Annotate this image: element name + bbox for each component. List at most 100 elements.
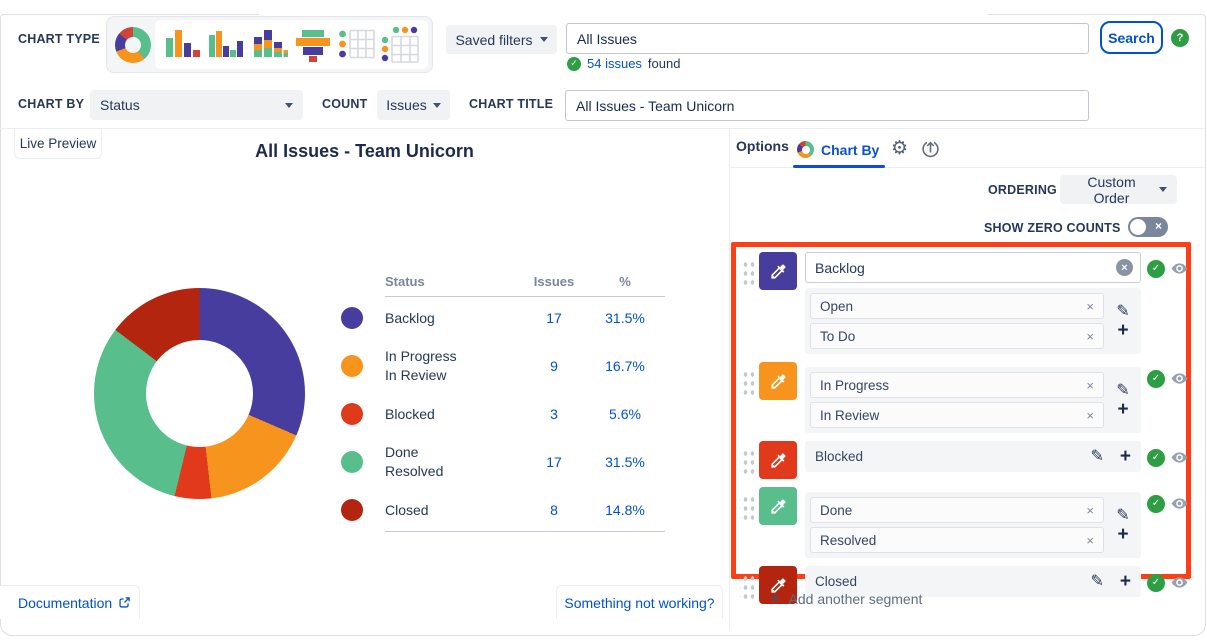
segment-color-swatch[interactable] [759, 566, 797, 604]
chart-type-picker [106, 16, 433, 73]
donut-chart[interactable] [94, 288, 305, 499]
table-icon[interactable] [337, 25, 377, 65]
success-check-icon: ✓ [567, 56, 581, 71]
status-value-chip[interactable]: Resolved × [810, 527, 1104, 553]
drag-handle[interactable] [740, 572, 754, 599]
add-value-icon[interactable]: + [1117, 398, 1129, 420]
documentation-link[interactable]: Documentation [18, 594, 113, 611]
ordering-label: ORDERING [988, 183, 1057, 197]
legend-issues-value: 8 [550, 502, 558, 518]
clear-input-icon[interactable]: × [1116, 259, 1133, 276]
bar-chart-icon[interactable] [163, 25, 203, 65]
remove-value-icon[interactable]: × [1086, 532, 1094, 548]
legend-col-issues: Issues [533, 273, 575, 289]
add-value-icon[interactable]: + [1117, 523, 1129, 545]
status-value-chip[interactable]: Done × [810, 497, 1104, 523]
help-icon[interactable]: ? [1171, 29, 1189, 47]
remove-value-icon[interactable]: × [1086, 377, 1094, 393]
segment-name-input[interactable] [805, 252, 1141, 283]
status-value-chip[interactable]: To Do × [810, 323, 1104, 349]
chip-label: Resolved [820, 532, 877, 548]
issues-found-link[interactable]: 54 issues [587, 56, 642, 71]
segment-row: Blocked ✎ + ✓ [740, 441, 1188, 479]
legend-row: In Progress In Review 9 16.7% [333, 339, 665, 393]
legend-row: Backlog 17 31.5% [333, 297, 665, 339]
pivot-table-icon[interactable] [380, 25, 420, 65]
legend-col-percent: % [619, 273, 631, 289]
issues-found-suffix: found [647, 56, 681, 71]
status-value-chip[interactable]: In Progress × [810, 372, 1104, 398]
segment-color-swatch[interactable] [759, 487, 797, 525]
show-zero-counts-toggle[interactable]: × [1128, 217, 1168, 237]
chart-title-input[interactable] [565, 90, 1089, 121]
remove-value-icon[interactable]: × [1086, 328, 1094, 344]
count-label: COUNT [322, 97, 368, 111]
eye-icon[interactable] [1170, 369, 1189, 388]
segment-enabled-check-icon[interactable]: ✓ [1147, 573, 1165, 592]
grouped-bar-chart-icon[interactable] [206, 25, 246, 65]
legend-color-dot [341, 355, 363, 377]
legend-status-label: Closed [385, 501, 429, 518]
segment-enabled-check-icon[interactable]: ✓ [1147, 448, 1165, 467]
chart-legend: Status Issues % Backlog 17 31.5% In Progres… [333, 266, 665, 532]
search-button[interactable]: Search [1100, 21, 1163, 54]
add-segment-button[interactable]: + Add another segment [770, 588, 922, 609]
ordering-dropdown[interactable]: Custom Order [1060, 174, 1177, 206]
search-input[interactable] [566, 23, 1089, 54]
segment-enabled-check-icon[interactable]: ✓ [1147, 494, 1165, 513]
gear-icon[interactable]: ⚙ [891, 138, 909, 159]
eye-icon[interactable] [1170, 448, 1189, 467]
edit-pencil-icon[interactable]: ✎ [1116, 381, 1130, 399]
add-value-icon[interactable]: + [1119, 445, 1131, 467]
edit-pencil-icon[interactable]: ✎ [1090, 572, 1104, 590]
chevron-down-icon [539, 37, 548, 42]
eye-icon[interactable] [1170, 259, 1189, 278]
stacked-bar-chart-icon[interactable] [250, 25, 290, 65]
remove-value-icon[interactable]: × [1086, 502, 1094, 518]
status-value-chip[interactable]: Open × [810, 293, 1104, 319]
legend-status-label: Blocked [385, 405, 435, 422]
drag-handle[interactable] [740, 368, 754, 395]
legend-row: Blocked 3 5.6% [333, 393, 665, 435]
status-value-chip[interactable]: In Review × [810, 402, 1104, 428]
legend-percent-value: 5.6% [609, 406, 641, 422]
eyedropper-icon [770, 498, 786, 514]
tab-chart-by[interactable]: Chart By [797, 131, 879, 168]
add-segment-label: Add another segment [788, 590, 923, 607]
live-preview-tab: Live Preview [14, 129, 102, 159]
add-value-icon[interactable]: + [1119, 570, 1131, 592]
add-value-icon[interactable]: + [1117, 319, 1129, 341]
legend-row: Done Resolved 17 31.5% [333, 435, 665, 489]
drag-handle[interactable] [740, 447, 754, 474]
eye-icon[interactable] [1170, 573, 1189, 592]
tab-options[interactable]: Options [736, 138, 789, 154]
edit-pencil-icon[interactable]: ✎ [1090, 447, 1104, 465]
chart-by-dropdown[interactable]: Status [90, 90, 303, 120]
segment-enabled-check-icon[interactable]: ✓ [1147, 259, 1165, 278]
support-link[interactable]: Something not working? [564, 594, 715, 611]
edit-pencil-icon[interactable]: ✎ [1116, 302, 1130, 320]
segment-enabled-check-icon[interactable]: ✓ [1147, 369, 1165, 388]
edit-pencil-icon[interactable]: ✎ [1116, 506, 1130, 524]
segment-color-swatch[interactable] [759, 252, 797, 290]
drag-handle[interactable] [740, 493, 754, 520]
legend-rule-top [385, 296, 665, 297]
toolbar-divider [0, 128, 1207, 129]
donut-chart-icon [115, 26, 151, 63]
legend-rule-bottom [385, 531, 665, 532]
drag-handle[interactable] [740, 258, 754, 285]
publish-icon[interactable] [921, 139, 940, 158]
chart-type-donut-selected[interactable] [111, 20, 155, 69]
segment-color-swatch[interactable] [759, 362, 797, 400]
remove-value-icon[interactable]: × [1086, 407, 1094, 423]
legend-row: Closed 8 14.8% [333, 489, 665, 531]
saved-filters-button[interactable]: Saved filters [446, 25, 557, 54]
segment-color-swatch[interactable] [759, 441, 797, 479]
funnel-chart-icon[interactable] [293, 25, 333, 65]
documentation-box: Documentation [0, 585, 140, 619]
count-dropdown[interactable]: Issues [377, 90, 450, 120]
legend-percent-value: 14.8% [605, 502, 645, 518]
remove-value-icon[interactable]: × [1086, 298, 1094, 314]
eye-icon[interactable] [1170, 494, 1189, 513]
